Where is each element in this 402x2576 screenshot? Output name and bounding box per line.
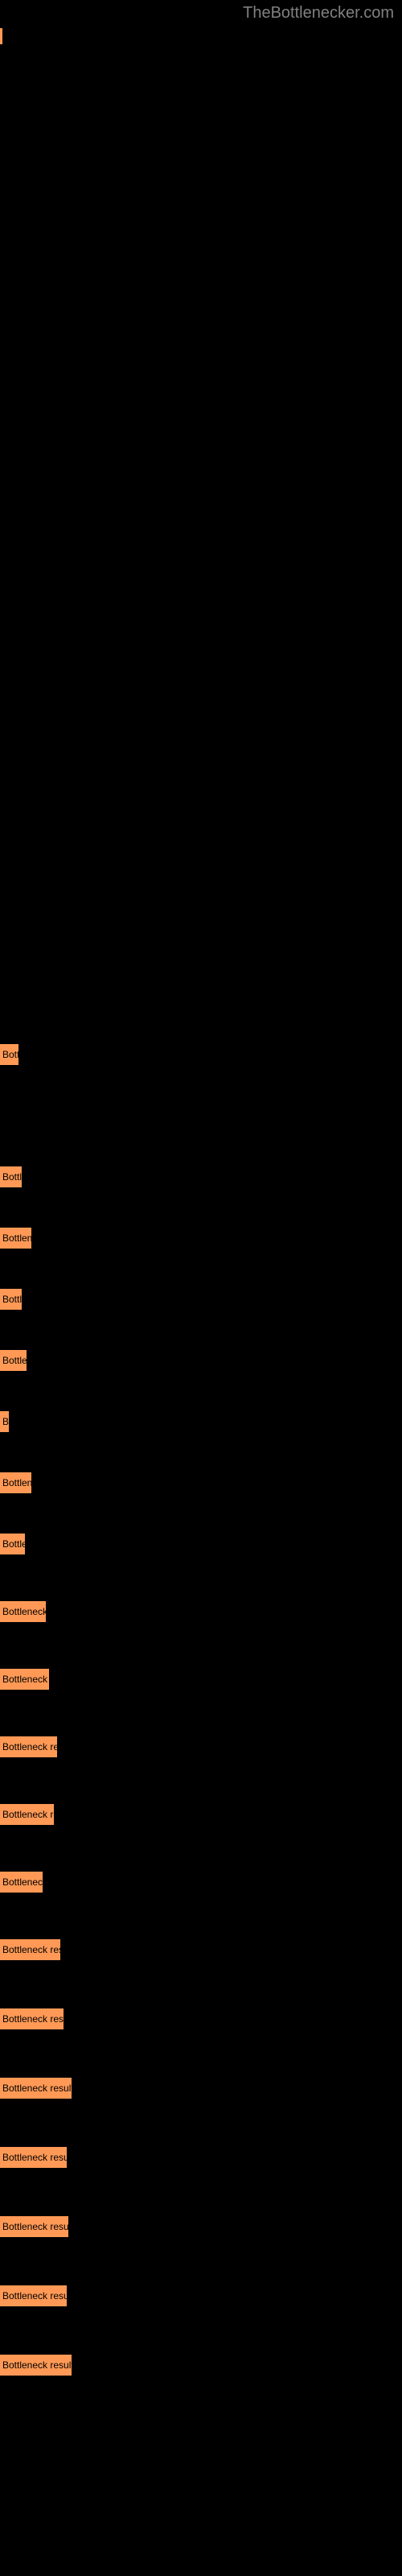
- result-bar: Bottleneck result: [0, 1043, 19, 1066]
- result-bar: Bottleneck result: [0, 1288, 23, 1311]
- chart-row: Bottleneck result: [0, 1166, 23, 1188]
- chart-row: Bottleneck result: [0, 2008, 64, 2030]
- result-bar: Bottleneck result: [0, 1349, 27, 1372]
- result-bar: Bottleneck result: [0, 2215, 69, 2238]
- result-bar: Bottleneck result: [0, 1533, 26, 1555]
- chart-row: Bottleneck result: [0, 1668, 50, 1690]
- chart-row: Bottleneck result: [0, 1227, 32, 1249]
- result-bar: Bottleneck result: [0, 1410, 10, 1433]
- chart-row: Bottleneck result: [0, 1288, 23, 1311]
- chart-row: Bottleneck result: [0, 1938, 61, 1961]
- result-bar: Bottleneck result: [0, 2285, 68, 2307]
- chart-row: Bottleneck result: [0, 1410, 10, 1433]
- result-bar: Bottleneck result: [0, 2077, 72, 2099]
- chart-row: Bottleneck result: [0, 2215, 69, 2238]
- chart-row: Bottleneck result: [0, 1349, 27, 1372]
- chart-row: Bottleneck result: [0, 2285, 68, 2307]
- chart-row: Bottleneck result: [0, 2146, 68, 2169]
- chart-row: Bottleneck result: [0, 1472, 32, 1494]
- result-bar: Bottleneck result: [0, 2354, 72, 2376]
- result-bar: Bottleneck result: [0, 1227, 32, 1249]
- result-bar: Bottleneck result: [0, 2146, 68, 2169]
- chart-row: Bottleneck result: [0, 1803, 55, 1826]
- chart-row: Bottleneck result: [0, 1533, 26, 1555]
- result-bar: Bottleneck result: [0, 1736, 58, 1758]
- result-bar: Bottleneck result: [0, 1600, 47, 1623]
- chart-row: Bottleneck result: [0, 1871, 43, 1893]
- chart-row: Bottleneck result: [0, 2077, 72, 2099]
- result-bar: Bottleneck result: [0, 1166, 23, 1188]
- result-bar: Bottleneck result: [0, 1472, 32, 1494]
- result-bar: Bottleneck result: [0, 1938, 61, 1961]
- chart-row: Bottleneck result: [0, 1600, 47, 1623]
- chart-row: Bottleneck result: [0, 2354, 72, 2376]
- result-bar: Bottleneck result: [0, 1803, 55, 1826]
- result-bar: Bottleneck result: [0, 2008, 64, 2030]
- watermark: TheBottlenecker.com: [243, 4, 394, 23]
- result-bar: Bottleneck result: [0, 1668, 50, 1690]
- chart-row: Bottleneck result: [0, 1043, 19, 1066]
- small-indicator-bar: [0, 27, 3, 45]
- chart-row: Bottleneck result: [0, 1736, 58, 1758]
- result-bar: Bottleneck result: [0, 1871, 43, 1893]
